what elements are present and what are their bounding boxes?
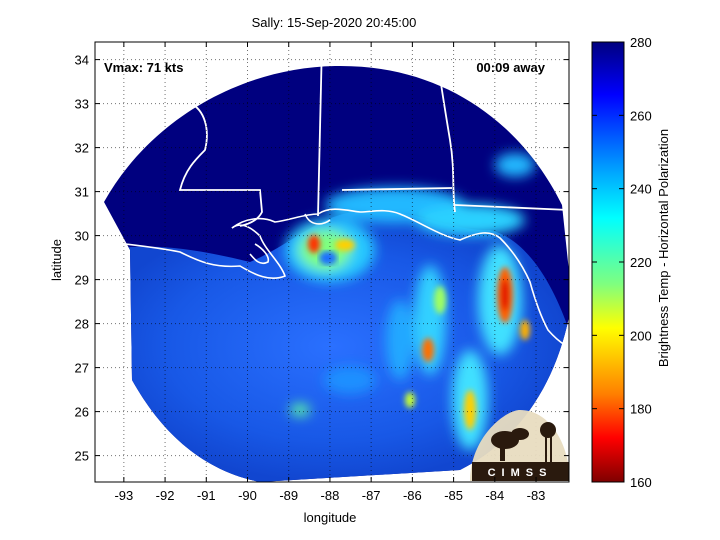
brightness-swath	[104, 65, 569, 482]
x-tick-label: -90	[238, 488, 257, 503]
colorbar-tick-label: 200	[630, 328, 652, 343]
intense-convection	[308, 235, 530, 430]
logo-tower-icon	[540, 422, 556, 438]
x-tick-label: -88	[321, 488, 340, 503]
colorbar-ticks: 280 260 240 220 200 180 160	[592, 35, 652, 490]
colorbar-tick-label: 260	[630, 108, 652, 123]
colorbar-tick-label: 280	[630, 35, 652, 50]
logo-text: CIMSS	[488, 467, 553, 479]
plot-area: CIMSS	[95, 42, 569, 482]
cimss-logo: CIMSS	[470, 410, 569, 481]
y-tick-label: 30	[75, 229, 89, 244]
storm-features	[285, 153, 535, 450]
state-borders	[95, 42, 569, 227]
x-tick-label: -93	[114, 488, 133, 503]
x-tick-label: -83	[527, 488, 546, 503]
grid-lines	[95, 42, 569, 482]
colorbar-tick-label: 180	[630, 402, 652, 417]
y-axis-label: latitude	[49, 239, 64, 281]
colorbar-label: Brightness Temp - Horizontal Polarizatio…	[656, 129, 671, 367]
x-axis-ticks: -93 -92 -91 -90 -89 -88 -87 -86 -85 -84 -83	[114, 42, 545, 503]
x-axis-label: longitude	[304, 510, 357, 525]
x-tick-label: -89	[279, 488, 298, 503]
plot-frame	[94, 41, 570, 483]
y-tick-label: 33	[75, 97, 89, 112]
y-tick-label: 25	[75, 449, 89, 464]
colorbar-tick-label: 160	[630, 475, 652, 490]
x-tick-label: -86	[403, 488, 422, 503]
colorbar-tick-label: 240	[630, 182, 652, 197]
x-tick-label: -92	[156, 488, 175, 503]
coastlines	[95, 208, 566, 346]
x-tick-label: -85	[444, 488, 463, 503]
y-tick-label: 32	[75, 141, 89, 156]
y-tick-label: 34	[75, 53, 89, 68]
y-tick-label: 31	[75, 185, 89, 200]
x-tick-label: -84	[485, 488, 504, 503]
ocean-region	[104, 210, 569, 482]
y-tick-label: 26	[75, 405, 89, 420]
storm-eye	[319, 251, 337, 265]
y-tick-label: 29	[75, 273, 89, 288]
colorbar-tick-label: 220	[630, 255, 652, 270]
vmax-label: Vmax: 71 kts	[104, 60, 184, 75]
colorbar: 280 260 240 220 200 180 160 Brightness Temp - …	[591, 35, 671, 490]
chart-title: Sally: 15-Sep-2020 20:45:00	[252, 15, 417, 30]
x-tick-label: -87	[362, 488, 381, 503]
y-tick-label: 27	[75, 361, 89, 376]
y-tick-label: 28	[75, 317, 89, 332]
x-tick-label: -91	[197, 488, 216, 503]
time-away-label: 00:09 away	[476, 60, 545, 75]
y-axis-ticks: 25 26 27 28 29 30 31 32 33 34	[75, 53, 569, 464]
